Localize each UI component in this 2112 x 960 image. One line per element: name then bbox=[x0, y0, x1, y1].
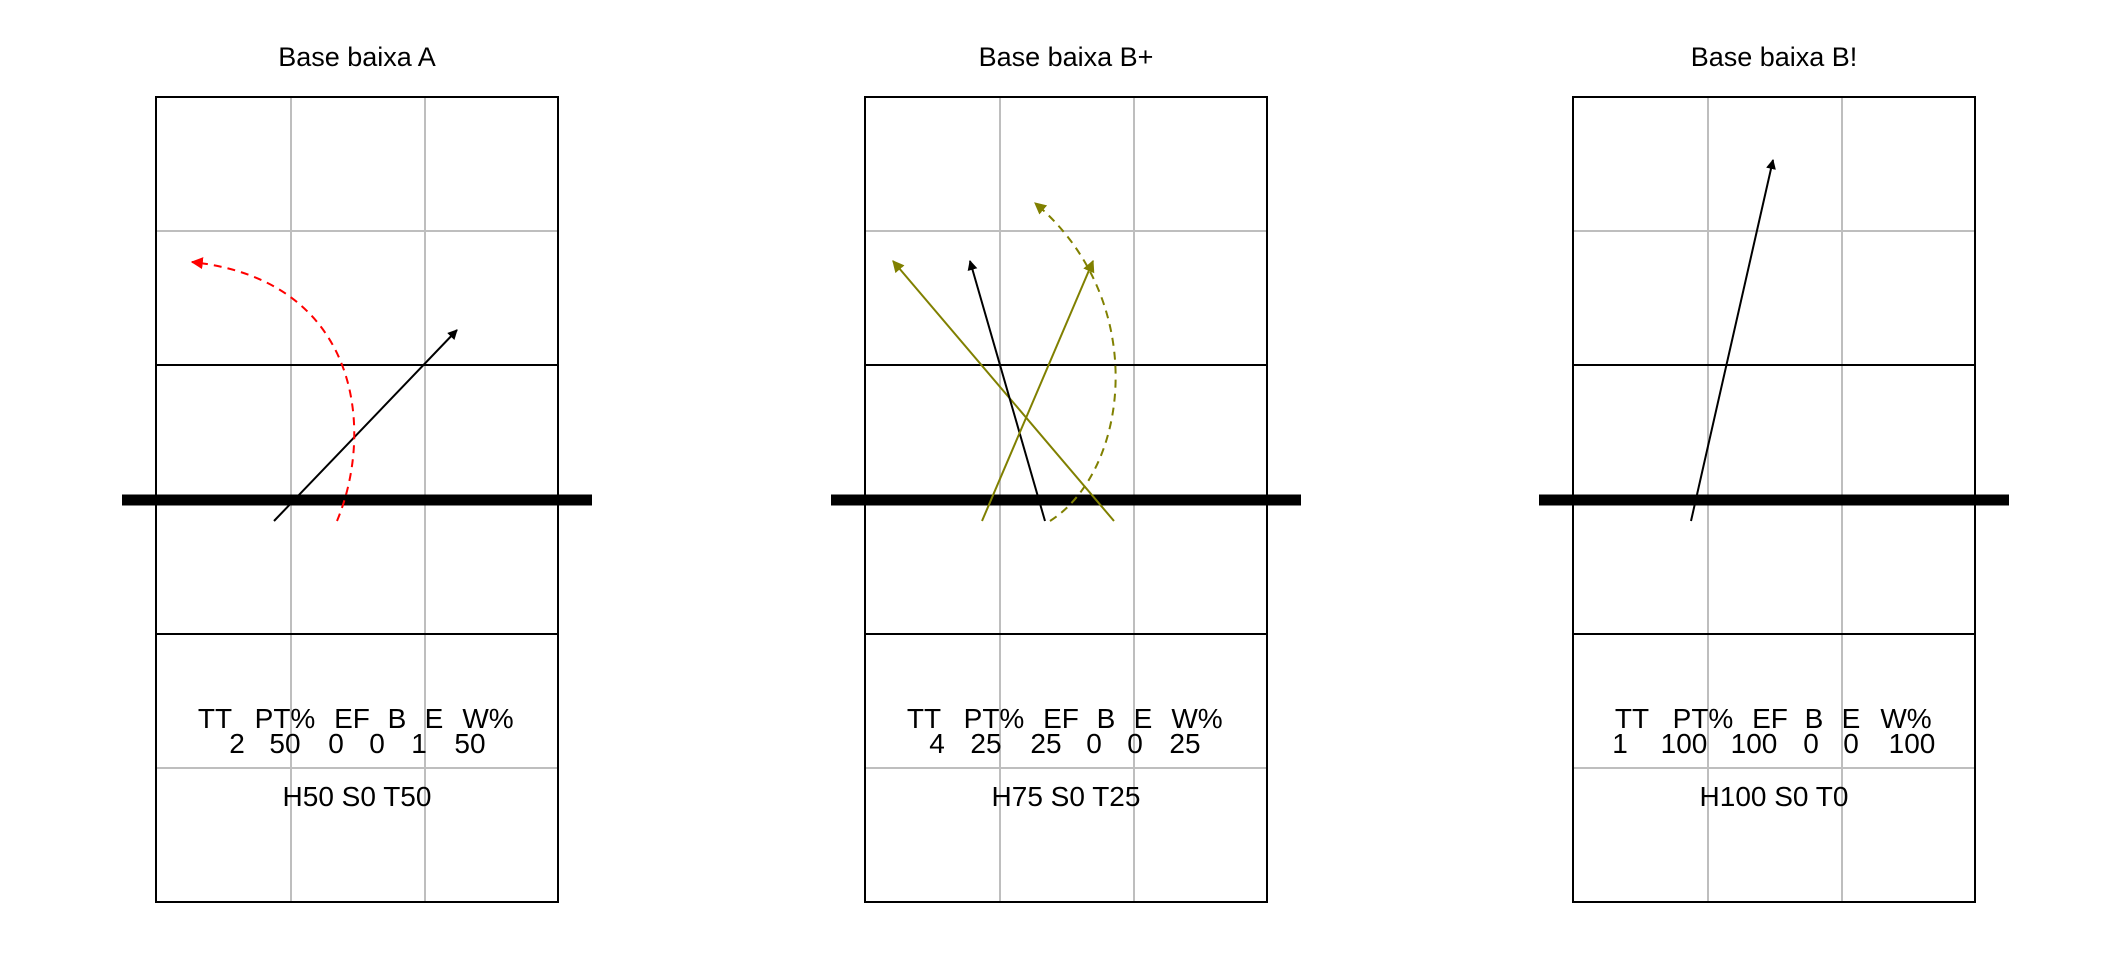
stats-values: 4 25 25 0 0 25 bbox=[929, 728, 1200, 759]
stat-value-ef: 0 bbox=[328, 728, 344, 759]
stats-values: 1 100 100 0 0 100 bbox=[1612, 728, 1935, 759]
stat-label-ef: EF bbox=[1043, 703, 1079, 734]
stat-value-w: 25 bbox=[1169, 728, 1200, 759]
stat-label-pt: PT% bbox=[1673, 703, 1734, 734]
panel-title: Base baixa B! bbox=[1691, 42, 1858, 72]
stat-value-ef: 25 bbox=[1030, 728, 1061, 759]
attack-arrow bbox=[273, 329, 458, 522]
stat-label-b: B bbox=[1805, 703, 1824, 734]
attack-arrow bbox=[892, 260, 1115, 522]
stat-value-b: 0 bbox=[369, 728, 385, 759]
panel-summary: H50 S0 T50 bbox=[283, 781, 432, 812]
stat-value-tt: 4 bbox=[929, 728, 945, 759]
stat-label-e: E bbox=[1134, 703, 1153, 734]
stats-values: 2 50 0 0 1 50 bbox=[229, 728, 485, 759]
panel-title: Base baixa B+ bbox=[979, 42, 1154, 72]
stat-value-pt: 25 bbox=[970, 728, 1001, 759]
stat-value-w: 50 bbox=[454, 728, 485, 759]
stat-value-pt: 50 bbox=[269, 728, 300, 759]
panel-title: Base baixa A bbox=[278, 42, 436, 72]
attack-arrow-curved bbox=[1034, 202, 1117, 522]
stat-label-b: B bbox=[1097, 703, 1116, 734]
court-panel-2: Base baixa B+ TT PT% EF B E W% 4 25 25 0 bbox=[831, 42, 1301, 903]
stat-label-w: W% bbox=[1880, 703, 1931, 734]
stat-value-e: 0 bbox=[1843, 728, 1859, 759]
stat-label-w: W% bbox=[1171, 703, 1222, 734]
stat-value-e: 0 bbox=[1127, 728, 1143, 759]
stat-value-tt: 1 bbox=[1612, 728, 1628, 759]
stat-label-pt: PT% bbox=[964, 703, 1025, 734]
attack-arrow bbox=[981, 259, 1095, 522]
court-panel-1: Base baixa A TT PT% EF B E W% 2 50 0 0 1… bbox=[122, 42, 592, 903]
stat-label-b: B bbox=[388, 703, 407, 734]
stat-value-ef: 100 bbox=[1731, 728, 1778, 759]
stats-header: TT PT% EF B E W% bbox=[198, 703, 514, 734]
stat-label-tt: TT bbox=[198, 703, 232, 734]
stat-label-e: E bbox=[1842, 703, 1861, 734]
stat-label-tt: TT bbox=[907, 703, 941, 734]
stat-label-e: E bbox=[425, 703, 444, 734]
stat-label-tt: TT bbox=[1615, 703, 1649, 734]
stat-value-w: 100 bbox=[1889, 728, 1936, 759]
stat-value-b: 0 bbox=[1086, 728, 1102, 759]
stat-label-ef: EF bbox=[334, 703, 370, 734]
stat-value-tt: 2 bbox=[229, 728, 245, 759]
stat-label-pt: PT% bbox=[255, 703, 316, 734]
stats-header: TT PT% EF B E W% bbox=[1615, 703, 1932, 734]
stat-value-pt: 100 bbox=[1661, 728, 1708, 759]
panel-summary: H75 S0 T25 bbox=[992, 781, 1141, 812]
stat-label-ef: EF bbox=[1752, 703, 1788, 734]
attack-arrow bbox=[1690, 159, 1776, 522]
attack-arrow-curved bbox=[190, 257, 356, 522]
panel-summary: H100 S0 T0 bbox=[1700, 781, 1849, 812]
court-panel-3: Base baixa B! TT PT% EF B E W% 1 100 100… bbox=[1539, 42, 2009, 903]
stats-header: TT PT% EF B E W% bbox=[907, 703, 1223, 734]
attack-arrow bbox=[967, 260, 1046, 522]
stat-value-e: 1 bbox=[411, 728, 427, 759]
stat-label-w: W% bbox=[462, 703, 513, 734]
stat-value-b: 0 bbox=[1803, 728, 1819, 759]
